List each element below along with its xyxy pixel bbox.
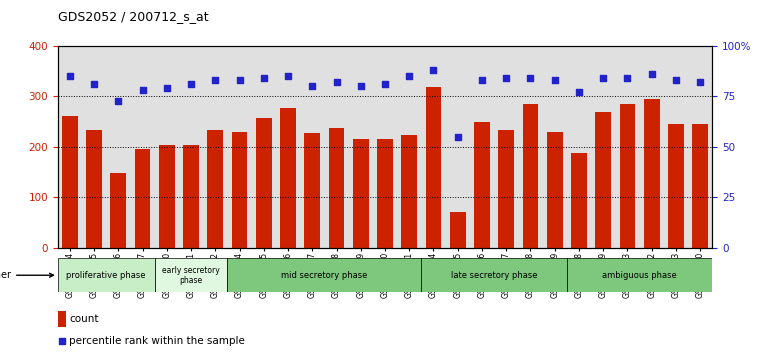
Text: mid secretory phase: mid secretory phase bbox=[281, 271, 367, 280]
Bar bbox=[668, 124, 684, 248]
Text: early secretory
phase: early secretory phase bbox=[162, 266, 220, 285]
Bar bbox=[571, 154, 587, 248]
Bar bbox=[523, 104, 538, 248]
Point bbox=[64, 74, 76, 79]
Point bbox=[597, 75, 609, 81]
Point bbox=[524, 75, 537, 81]
Bar bbox=[329, 128, 344, 248]
Bar bbox=[450, 212, 466, 248]
Point bbox=[548, 78, 561, 83]
Bar bbox=[474, 122, 490, 248]
Bar bbox=[207, 130, 223, 248]
Bar bbox=[183, 145, 199, 248]
Point bbox=[621, 75, 634, 81]
Point bbox=[161, 86, 173, 91]
Bar bbox=[498, 130, 514, 248]
Point bbox=[355, 84, 367, 89]
Text: late secretory phase: late secretory phase bbox=[450, 271, 537, 280]
Bar bbox=[644, 99, 660, 248]
Point bbox=[403, 74, 415, 79]
Point bbox=[573, 90, 585, 95]
Bar bbox=[304, 133, 320, 248]
Bar bbox=[595, 112, 611, 248]
Point bbox=[55, 338, 68, 344]
Bar bbox=[155, 258, 227, 292]
Point bbox=[476, 78, 488, 83]
Point bbox=[379, 81, 391, 87]
Text: ambiguous phase: ambiguous phase bbox=[602, 271, 677, 280]
Bar bbox=[353, 139, 369, 248]
Bar bbox=[256, 118, 272, 248]
Point bbox=[136, 87, 149, 93]
Point bbox=[282, 74, 294, 79]
Bar bbox=[426, 87, 441, 248]
Point bbox=[233, 78, 246, 83]
Text: percentile rank within the sample: percentile rank within the sample bbox=[69, 336, 245, 346]
Point bbox=[209, 78, 222, 83]
Text: GDS2052 / 200712_s_at: GDS2052 / 200712_s_at bbox=[58, 10, 209, 23]
Bar bbox=[421, 258, 567, 292]
Point bbox=[185, 81, 197, 87]
Bar bbox=[401, 135, 417, 248]
Bar bbox=[232, 132, 247, 248]
Point bbox=[670, 78, 682, 83]
Point bbox=[258, 75, 270, 81]
Point bbox=[645, 72, 658, 77]
Point bbox=[427, 67, 440, 73]
Point bbox=[330, 80, 343, 85]
Text: other: other bbox=[0, 270, 53, 280]
Bar bbox=[567, 258, 712, 292]
Bar bbox=[110, 173, 126, 248]
Bar bbox=[135, 149, 150, 248]
Bar bbox=[86, 130, 102, 248]
Bar bbox=[159, 145, 175, 248]
Bar bbox=[377, 139, 393, 248]
Bar bbox=[62, 116, 78, 248]
Text: proliferative phase: proliferative phase bbox=[66, 271, 146, 280]
Point bbox=[306, 84, 319, 89]
Bar bbox=[692, 124, 708, 248]
Text: count: count bbox=[69, 314, 99, 324]
Bar bbox=[280, 108, 296, 248]
Bar bbox=[620, 104, 635, 248]
Bar bbox=[58, 258, 155, 292]
Bar bbox=[227, 258, 421, 292]
Point bbox=[500, 75, 512, 81]
Point bbox=[88, 81, 100, 87]
Point bbox=[112, 98, 125, 103]
Point bbox=[451, 134, 464, 139]
Point bbox=[694, 80, 706, 85]
Bar bbox=[58, 311, 66, 327]
Bar bbox=[547, 132, 563, 248]
